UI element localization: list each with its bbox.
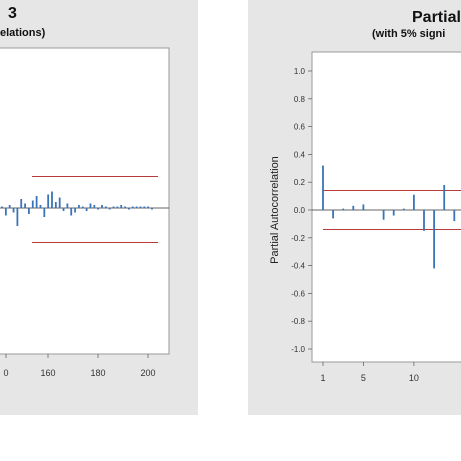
acf-panel: 3 elations) 0 160 180 200 [0,0,198,415]
acf-xtick-label: 0 [3,368,8,378]
pacf-ylabel: Partial Autocorrelation [269,156,281,264]
acf-xtick-label: 180 [90,368,105,378]
pacf-ytick-label: 0.0 [294,206,306,215]
pacf-plot-area [311,51,461,363]
pacf-ytick-label: -0.8 [291,317,305,326]
pacf-ytick-label: -1.0 [291,345,305,354]
pacf-ytick-label: -0.6 [291,289,305,298]
pacf-ytick-label: 1.0 [294,67,306,76]
pacf-panel: Partial (with 5% signi Partial Autocorre… [248,0,461,415]
acf-plot: 0 160 180 200 [0,47,170,378]
pacf-ytick-label: 0.2 [294,178,306,187]
pacf-title: Partial [412,9,461,26]
pacf-subtitle: (with 5% signi [372,28,446,40]
pacf-ytick-label: -0.4 [291,262,305,271]
acf-plot-area [0,47,170,355]
pacf-plot: Partial Autocorrelation 1.0 0.8 0.6 0.4 0.2 0… [269,51,461,383]
pacf-ytick-label: 0.8 [294,95,306,104]
acf-subtitle: elations) [0,27,46,39]
pacf-ytick-label: 0.6 [294,123,306,132]
pacf-xtick-label: 1 [320,373,325,383]
pacf-xtick-label: 5 [361,373,366,383]
pacf-xtick-label: 10 [409,373,419,383]
acf-xtick-label: 200 [140,368,155,378]
pacf-ytick-label: -0.2 [291,234,305,243]
acf-title: 3 [8,5,17,22]
pacf-ytick-label: 0.4 [294,150,306,159]
acf-xtick-label: 160 [40,368,55,378]
